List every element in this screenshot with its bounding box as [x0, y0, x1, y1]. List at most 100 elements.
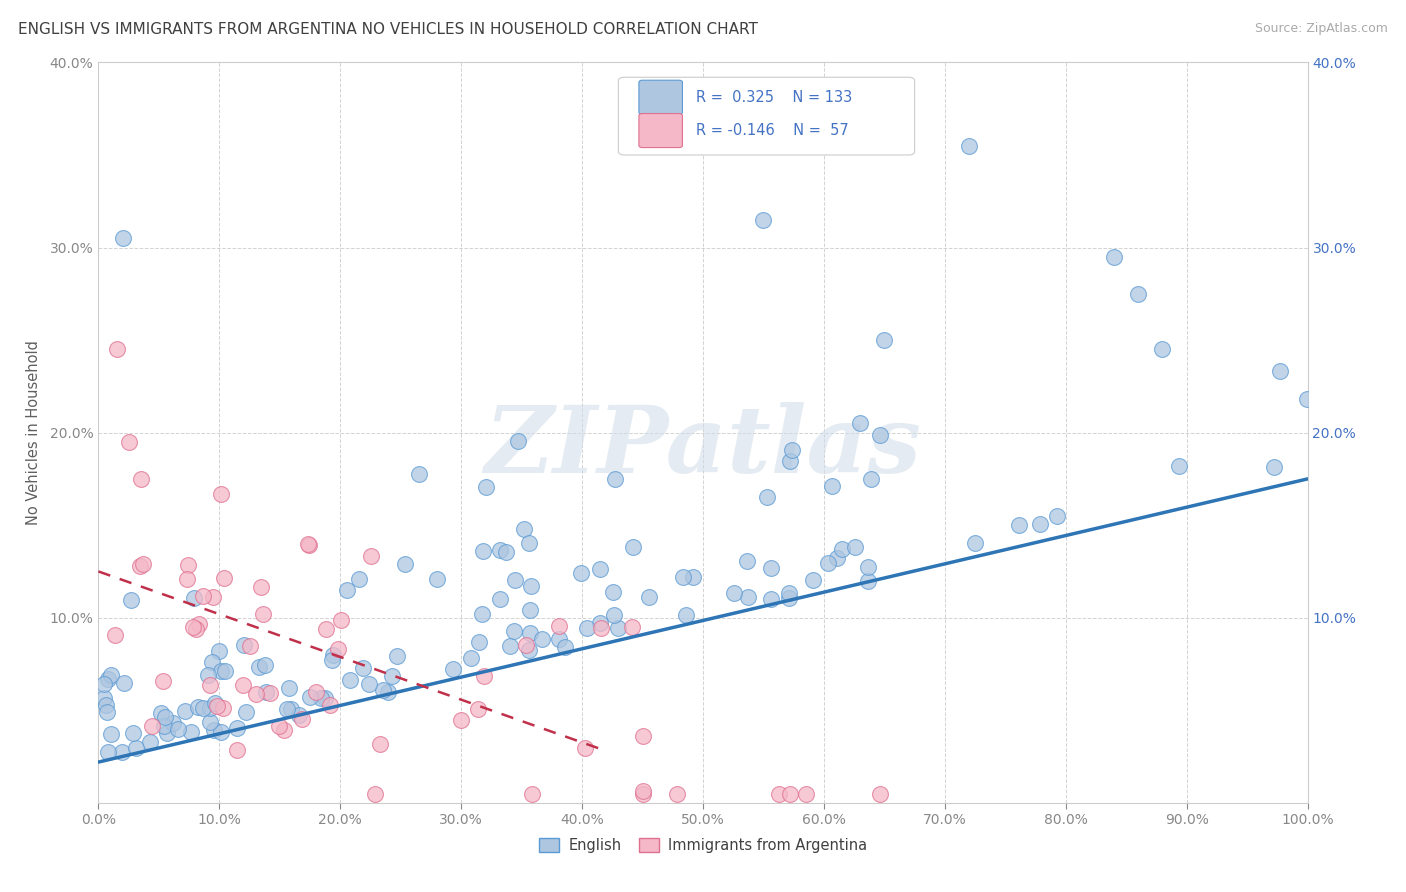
Point	[209, 724, 232, 739]
Point	[589, 615, 612, 630]
Point	[201, 590, 224, 604]
Point	[519, 626, 541, 640]
Point	[188, 616, 211, 631]
Legend: English, Immigrants from Argentina: English, Immigrants from Argentina	[533, 831, 873, 858]
Text: R = -0.146    N =  57: R = -0.146 N = 57	[696, 123, 848, 138]
FancyBboxPatch shape	[638, 113, 682, 147]
Point	[156, 726, 179, 740]
Point	[97, 672, 120, 686]
Point	[503, 624, 526, 639]
Point	[314, 690, 336, 705]
Point	[359, 677, 381, 691]
Point	[288, 707, 311, 722]
Point	[249, 580, 271, 594]
Point	[666, 787, 689, 801]
Point	[778, 591, 800, 605]
Point	[104, 628, 127, 642]
Point	[426, 572, 449, 586]
Point	[173, 704, 195, 718]
Point	[602, 585, 624, 599]
FancyBboxPatch shape	[638, 80, 682, 114]
Point	[297, 537, 319, 551]
Point	[152, 673, 174, 688]
Point	[675, 607, 697, 622]
Point	[273, 723, 295, 738]
Point	[360, 549, 382, 563]
Point	[531, 632, 554, 646]
Point	[844, 540, 866, 554]
Point	[1008, 517, 1031, 532]
Point	[408, 467, 430, 482]
Point	[141, 719, 163, 733]
Point	[321, 653, 343, 667]
Point	[682, 570, 704, 584]
Point	[259, 685, 281, 699]
Point	[548, 632, 571, 647]
Point	[471, 607, 494, 622]
Point	[460, 651, 482, 665]
Point	[794, 787, 817, 801]
Point	[779, 454, 801, 468]
Point	[1268, 364, 1291, 378]
Point	[522, 787, 544, 801]
Point	[208, 644, 231, 658]
Point	[467, 702, 489, 716]
Point	[489, 591, 512, 606]
Point	[305, 685, 328, 699]
Point	[1102, 250, 1125, 264]
Point	[589, 621, 612, 635]
Point	[198, 700, 221, 714]
Point	[475, 480, 498, 494]
Point	[554, 640, 576, 655]
Point	[517, 642, 540, 657]
Point	[371, 683, 394, 698]
Point	[856, 574, 879, 589]
Point	[1029, 516, 1052, 531]
Point	[621, 620, 644, 634]
Point	[780, 442, 803, 457]
Point	[191, 589, 214, 603]
Point	[761, 561, 783, 575]
Point	[801, 573, 824, 587]
Point	[180, 725, 202, 739]
Point	[352, 661, 374, 675]
Text: ENGLISH VS IMMIGRANTS FROM ARGENTINA NO VEHICLES IN HOUSEHOLD CORRELATION CHART: ENGLISH VS IMMIGRANTS FROM ARGENTINA NO …	[18, 22, 758, 37]
Point	[603, 607, 626, 622]
Point	[233, 638, 256, 652]
Point	[520, 579, 543, 593]
Point	[472, 543, 495, 558]
Point	[247, 660, 270, 674]
Point	[1263, 459, 1285, 474]
Point	[120, 592, 142, 607]
Point	[827, 551, 849, 566]
Text: Source: ZipAtlas.com: Source: ZipAtlas.com	[1254, 22, 1388, 36]
Point	[831, 541, 853, 556]
Point	[869, 787, 891, 801]
Point	[118, 434, 141, 449]
Point	[336, 583, 359, 598]
Point	[576, 621, 599, 635]
Point	[474, 669, 496, 683]
Point	[112, 676, 135, 690]
Point	[385, 648, 408, 663]
Point	[759, 592, 782, 607]
Point	[339, 673, 361, 687]
Point	[214, 664, 236, 678]
Point	[1296, 392, 1319, 406]
Point	[856, 559, 879, 574]
Point	[181, 620, 204, 634]
Point	[209, 664, 232, 678]
Point	[328, 642, 350, 657]
Point	[298, 538, 321, 552]
Point	[245, 687, 267, 701]
Point	[817, 556, 839, 570]
Point	[489, 543, 512, 558]
Point	[291, 712, 314, 726]
Point	[778, 586, 800, 600]
Point	[235, 705, 257, 719]
Point	[468, 635, 491, 649]
Point	[737, 591, 759, 605]
Point	[377, 685, 399, 699]
Point	[139, 735, 162, 749]
Point	[205, 699, 228, 714]
